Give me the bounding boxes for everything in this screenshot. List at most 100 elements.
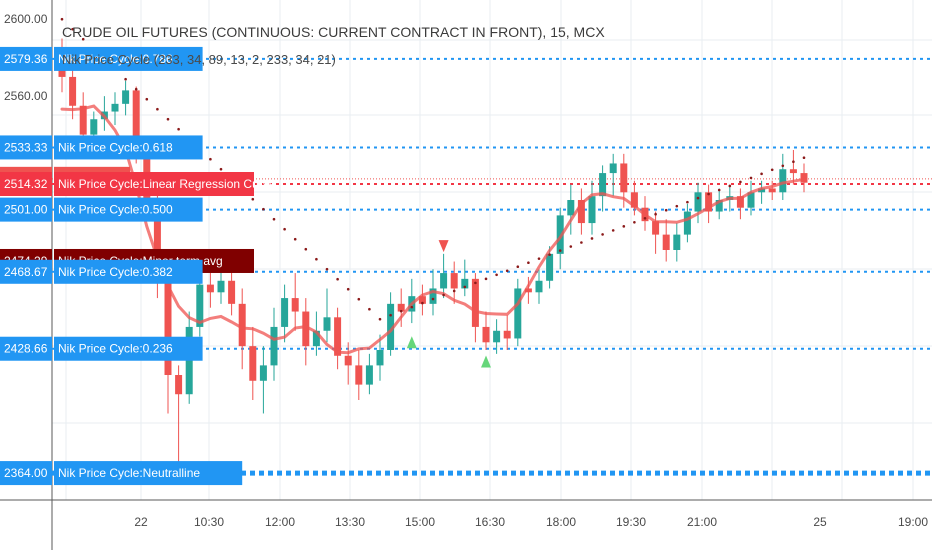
- price-label-box: [0, 259, 52, 284]
- minor-term-avg-dot: [580, 241, 583, 244]
- sell-marker-icon: [438, 240, 449, 253]
- candle-body: [779, 169, 787, 193]
- minor-term-avg-dot: [124, 77, 127, 81]
- candle-body: [376, 350, 384, 366]
- minor-term-avg-dot: [452, 289, 456, 293]
- candle-body: [609, 163, 617, 174]
- candle-body: [355, 365, 363, 385]
- minor-term-avg-dot: [770, 168, 774, 172]
- candle-body: [365, 365, 373, 385]
- x-tick-label: 10:30: [194, 515, 224, 529]
- candle-body: [206, 284, 214, 293]
- minor-term-avg-dot: [792, 160, 795, 164]
- price-label-value: 2579.36: [4, 52, 48, 66]
- minor-term-avg-dot: [548, 253, 551, 256]
- price-label-value: 2501.00: [4, 203, 48, 217]
- regression-curve: [60, 104, 806, 355]
- y-tick-label: 2560.00: [4, 89, 48, 103]
- minor-term-avg-dot: [463, 285, 467, 289]
- minor-term-avg-dot: [283, 227, 286, 231]
- price-label-box: [0, 336, 52, 361]
- buy-marker-icon: [481, 355, 491, 368]
- minor-term-avg-dot: [421, 301, 424, 305]
- candle-body: [758, 188, 766, 193]
- minor-term-avg-dot: [728, 184, 732, 188]
- minor-term-avg-dot: [537, 257, 541, 260]
- candle-body: [535, 280, 543, 293]
- level-label-box: [54, 46, 203, 71]
- minor-term-avg-dot: [601, 233, 604, 236]
- minor-term-avg-dot: [590, 237, 594, 240]
- candle-body: [493, 330, 501, 343]
- level-label-box: [54, 336, 203, 361]
- candle-body: [132, 90, 140, 150]
- candle-body: [588, 196, 596, 224]
- price-label-box: [0, 197, 52, 222]
- buy-marker-icon: [406, 336, 417, 349]
- candle-body: [344, 355, 352, 366]
- minor-term-avg-dot: [346, 287, 350, 291]
- minor-term-avg-dot: [145, 97, 149, 101]
- candle-body: [482, 326, 490, 343]
- minor-term-avg-dot: [527, 261, 530, 264]
- minor-term-avg-dot: [315, 257, 318, 261]
- y-tick-label: 2600.00: [4, 12, 48, 26]
- price-label-value: 2533.33: [4, 140, 48, 154]
- candle-body: [471, 278, 479, 327]
- candle-body: [620, 163, 628, 193]
- minor-term-avg-dot: [707, 192, 710, 196]
- minor-term-avg-dot: [389, 313, 392, 317]
- minor-term-avg-dot: [293, 237, 297, 241]
- level-label-box: [54, 197, 203, 222]
- minor-term-avg-dot: [505, 269, 509, 273]
- candle-body: [334, 317, 342, 356]
- x-tick-label: 16:30: [475, 515, 505, 529]
- minor-term-avg-dot: [749, 176, 753, 180]
- minor-term-avg-dot: [219, 167, 223, 171]
- minor-term-avg-dot: [760, 172, 763, 176]
- candle-body: [153, 201, 161, 270]
- minor-term-avg-dot: [378, 317, 382, 321]
- minor-term-avg-dot: [696, 196, 700, 200]
- candle-body: [249, 346, 257, 381]
- minor-term-avg-dot: [633, 221, 636, 224]
- candle-body: [524, 288, 532, 293]
- level-label-text: Nik Price Cycle:0.236: [58, 342, 173, 356]
- minor-term-avg-dot: [71, 27, 74, 31]
- level-label-box: [54, 259, 203, 284]
- minor-term-avg-dot: [442, 293, 445, 297]
- minor-term-avg-dot: [643, 216, 647, 220]
- level-label-text: Nik Price Cycle:0.786: [58, 52, 173, 66]
- minor-term-avg-dot: [474, 281, 477, 285]
- candle-body: [238, 303, 246, 347]
- minor-term-avg-dot: [781, 164, 785, 168]
- minor-term-avg-dot: [717, 188, 721, 192]
- chart-title: CRUDE OIL FUTURES (CONTINUOUS: CURRENT C…: [62, 24, 605, 40]
- minor-term-avg-dot: [675, 204, 679, 208]
- candle-body: [302, 311, 310, 347]
- candle-body: [768, 188, 776, 193]
- price-label-box: [0, 172, 52, 196]
- level-label-box: [54, 172, 254, 196]
- candle-body: [567, 200, 575, 216]
- candle-body: [312, 330, 320, 347]
- minor-term-avg-dot: [399, 309, 403, 313]
- price-label-value: 2428.66: [4, 342, 48, 356]
- candle-body: [694, 192, 702, 212]
- candle-body: [736, 196, 744, 208]
- price-label-box: [0, 461, 52, 486]
- minor-term-avg-dot: [325, 267, 329, 271]
- candle-body: [259, 365, 267, 381]
- candle-body: [673, 234, 681, 250]
- minor-term-avg-dot: [739, 180, 742, 184]
- level-label-box: [54, 461, 243, 486]
- minor-term-avg-dot: [209, 157, 212, 161]
- candle-body: [122, 90, 130, 104]
- minor-term-avg-dot: [368, 307, 371, 311]
- level-label-text: Nik Price Cycle:0.500: [58, 203, 173, 217]
- candle-body: [397, 303, 405, 312]
- candle-body: [79, 105, 87, 135]
- candle-body: [164, 269, 172, 375]
- minor-term-avg-dot: [802, 156, 806, 159]
